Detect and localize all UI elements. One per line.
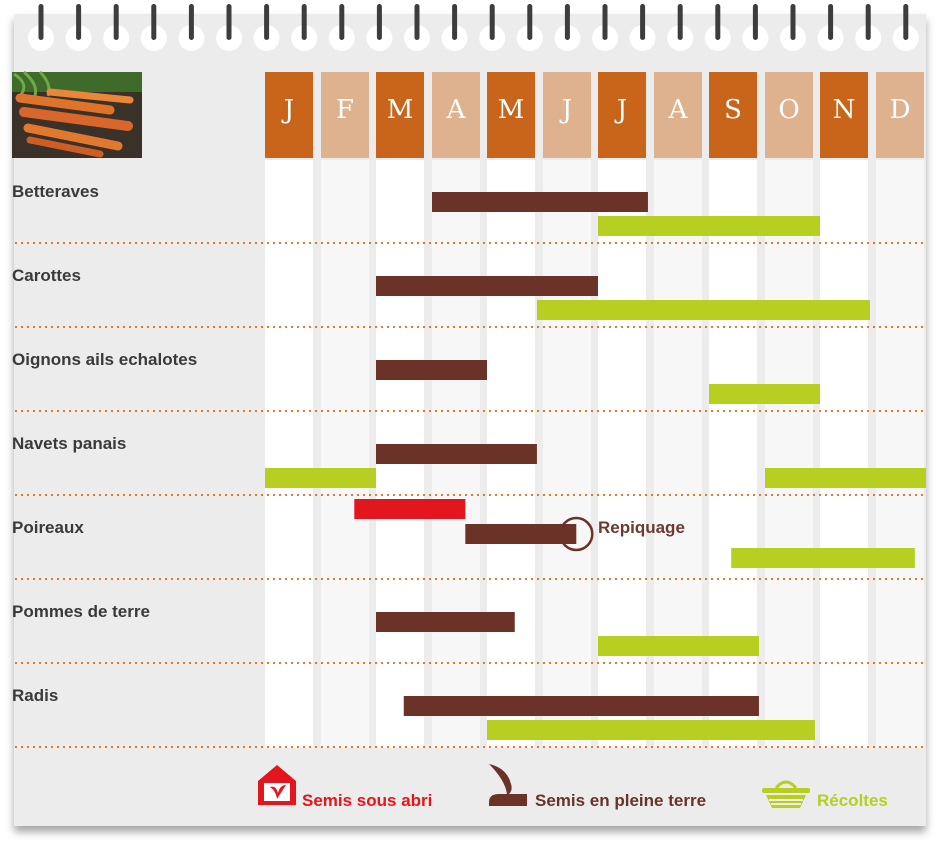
month-label: J [281, 95, 294, 125]
month-header [598, 72, 646, 158]
month-header [487, 72, 535, 158]
spiral-ring [404, 4, 430, 51]
spiral-ring [742, 4, 769, 51]
month-label: A [446, 95, 467, 125]
month-header [654, 72, 702, 158]
month-column [598, 160, 646, 748]
repiquage-annotation: Repiquage [598, 518, 685, 537]
spiral-ring [516, 4, 543, 51]
month-header [432, 72, 480, 158]
month-header [820, 72, 868, 158]
carrot-photo [12, 70, 142, 158]
spiral-ring [216, 4, 242, 51]
legend-pleine-terre-label: Semis en pleine terre [535, 791, 707, 810]
month-column [321, 160, 369, 748]
bar-pleine_terre [376, 276, 598, 296]
spiral-ring [817, 4, 844, 51]
bar-recolte [265, 468, 376, 488]
crop-label: Pommes de terre [12, 602, 150, 621]
month-column [709, 160, 757, 748]
bar-recolte [536, 300, 870, 320]
bar-recolte [598, 216, 820, 236]
house-seedling-icon [258, 765, 296, 805]
month-label: S [724, 95, 742, 125]
month-column [265, 160, 313, 748]
spiral-ring [253, 4, 280, 51]
bar-abri [354, 499, 466, 519]
month-label: J [614, 95, 627, 125]
spiral-ring [704, 4, 731, 51]
spiral-ring [855, 4, 882, 51]
bar-pleine_terre [403, 696, 759, 716]
repiquage-marker [559, 516, 594, 552]
spiral-ring [366, 4, 393, 51]
spiral-ring [441, 4, 468, 51]
month-column [765, 160, 813, 748]
spiral-binding [28, 4, 919, 51]
crop-label: Navets panais [12, 434, 127, 453]
basket-icon [762, 780, 810, 808]
bar-pleine_terre [376, 612, 515, 632]
month-header [376, 72, 424, 158]
bar-pleine_terre [376, 444, 537, 464]
month-header [265, 72, 313, 158]
crop-label: Radis [12, 686, 59, 705]
spiral-ring [28, 4, 54, 51]
bar-recolte [765, 468, 926, 488]
month-header [765, 72, 813, 158]
spiral-ring [780, 4, 806, 51]
month-label: N [833, 95, 856, 125]
spiral-ring [103, 4, 130, 51]
bar-recolte [709, 384, 820, 404]
month-column [654, 160, 702, 748]
crop-label: Oignons ails echalotes [12, 350, 198, 369]
spiral-ring [328, 4, 355, 51]
bar-recolte [598, 636, 759, 656]
bar-pleine_terre [376, 360, 487, 380]
month-label: F [336, 95, 354, 125]
month-column [876, 160, 924, 748]
spiral-ring [892, 4, 919, 51]
month-label: O [778, 95, 799, 125]
crop-label: Poireaux [12, 518, 84, 537]
month-label: M [498, 95, 525, 125]
soil-seedling-icon [489, 764, 527, 806]
spiral-ring [140, 4, 167, 51]
bar-recolte [487, 720, 815, 740]
month-header [543, 72, 591, 158]
month-header [321, 72, 369, 158]
month-column [543, 160, 591, 748]
month-label: M [387, 95, 414, 125]
month-label: A [668, 95, 689, 125]
crop-label: Betteraves [12, 182, 99, 201]
legend-recolte-label: Récoltes [817, 791, 888, 810]
bar-pleine_terre [465, 524, 577, 544]
spiral-ring [291, 4, 318, 51]
legend-abri-label: Semis sous abri [302, 791, 433, 810]
spiral-ring [629, 4, 656, 51]
spiral-ring [178, 4, 205, 51]
month-label: D [890, 95, 911, 125]
month-label: J [559, 95, 572, 125]
spiral-ring [65, 4, 92, 51]
month-header [709, 72, 757, 158]
spiral-ring [592, 4, 618, 51]
month-header [876, 72, 924, 158]
spiral-ring [479, 4, 506, 51]
bar-recolte [731, 548, 915, 568]
month-column [820, 160, 868, 748]
crop-label: Carottes [12, 266, 81, 285]
spiral-ring [667, 4, 694, 51]
bar-pleine_terre [432, 192, 648, 212]
spiral-ring [554, 4, 581, 51]
